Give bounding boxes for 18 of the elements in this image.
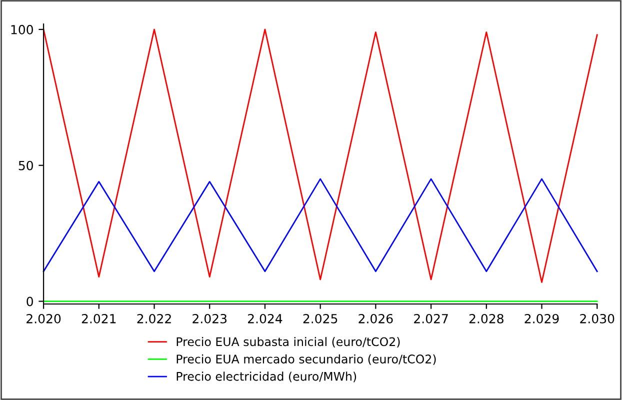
x-tick-label: 2.030 (580, 314, 614, 324)
x-tick-label: 2.029 (524, 314, 559, 324)
x-tick-label: 2.022 (137, 314, 171, 324)
line-series (42, 28, 598, 283)
x-tick-label: 2.023 (192, 314, 227, 324)
legend-label: Precio EUA mercado secundario (euro/tCO2) (176, 354, 436, 365)
x-tick-label: 2.028 (469, 314, 504, 324)
y-tick-label: 0 (26, 296, 33, 306)
x-tick-label: 2.027 (414, 314, 448, 324)
y-tick-label: 50 (18, 160, 33, 170)
x-tick-label: 2.020 (26, 314, 61, 324)
x-tick-label: 2.024 (248, 314, 282, 324)
x-tick-label: 2.021 (82, 314, 116, 324)
x-tick-label: 2.025 (303, 314, 338, 324)
x-tick-label: 2.026 (358, 314, 393, 324)
legend-label: Precio EUA subasta inicial (euro/tCO2) (176, 337, 400, 348)
y-tick-label: 100 (11, 24, 33, 34)
legend-label: Precio electricidad (euro/MWh) (176, 372, 356, 382)
